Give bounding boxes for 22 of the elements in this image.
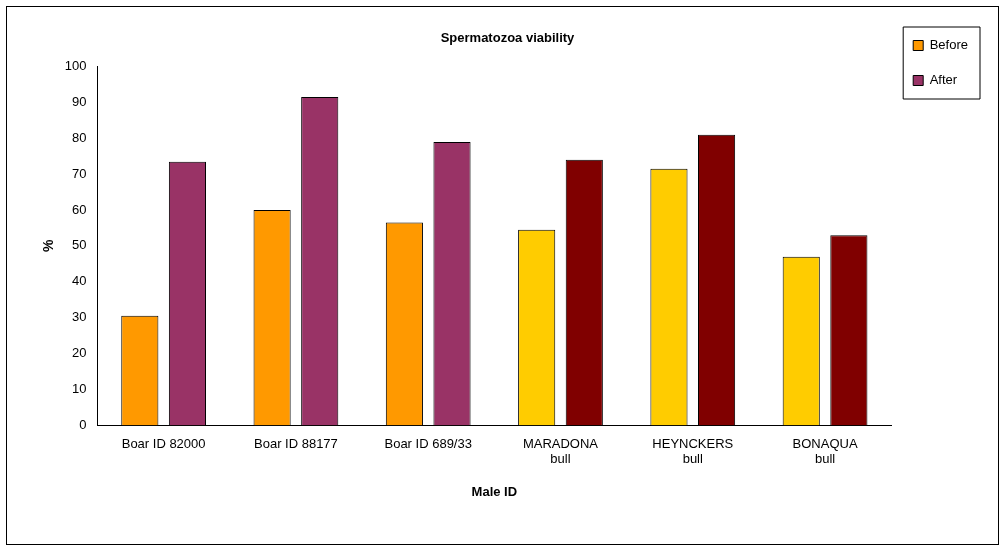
chart-title: Spermatozoa viability [440, 30, 576, 46]
x-tick-label: BONAQUA bull [792, 435, 858, 467]
y-tick-label: 60 [72, 201, 87, 217]
x-tick-label: Boar ID 88177 [254, 435, 338, 451]
y-axis-title: % [40, 239, 57, 253]
y-tick-label: 100 [64, 58, 87, 74]
y-tick-label: 90 [72, 94, 87, 110]
y-tick-label: 50 [72, 237, 87, 253]
legend-label: Before [929, 37, 969, 53]
x-tick-label: Boar ID 82000 [121, 435, 206, 451]
x-tick-label: HEYNCKERS bull [652, 435, 734, 467]
y-tick-label: 40 [72, 273, 87, 289]
y-tick-label: 30 [72, 309, 87, 325]
y-tick-label: 80 [72, 129, 87, 145]
legend-label: After [929, 72, 958, 88]
y-tick-label: 70 [72, 165, 87, 181]
x-tick-label: Boar ID 689/33 [384, 435, 472, 451]
y-tick-label: 0 [79, 416, 87, 432]
y-tick-label: 10 [72, 380, 87, 396]
x-tick-label: MARADONA bull [522, 435, 599, 467]
x-axis-title: Male ID [471, 483, 518, 499]
y-tick-label: 20 [72, 345, 87, 361]
